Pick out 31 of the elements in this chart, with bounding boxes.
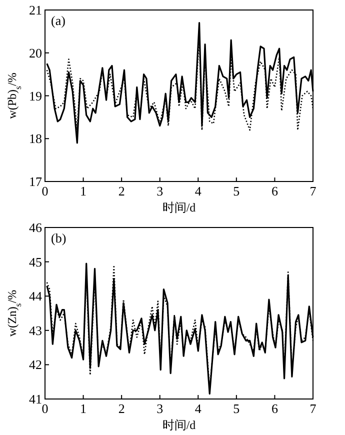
y-tick-label: 44 xyxy=(29,288,42,304)
x-tick-label: 7 xyxy=(310,184,317,198)
y-tick-label: 19 xyxy=(29,88,42,104)
y-tick-label: 46 xyxy=(29,220,42,235)
x-tick-label: 2 xyxy=(118,184,125,198)
x-tick-label: 7 xyxy=(310,401,317,416)
y-tick-label: 45 xyxy=(29,254,42,270)
y-tick-label: 43 xyxy=(29,322,42,338)
y-tick-label: 21 xyxy=(29,2,42,18)
x-tick-label: 6 xyxy=(271,184,278,198)
x-tick-label: 4 xyxy=(194,184,202,198)
x-tick-label: 2 xyxy=(118,401,125,416)
x-tick-label: 3 xyxy=(156,401,164,416)
x-tick-label: 0 xyxy=(42,184,48,198)
x-axis-title: 时间/d xyxy=(162,418,196,432)
x-tick-label: 5 xyxy=(233,184,240,198)
y-tick-label: 18 xyxy=(29,131,42,146)
x-tick-label: 1 xyxy=(80,401,87,416)
y-tick-label: 42 xyxy=(29,357,42,372)
x-tick-label: 4 xyxy=(194,401,202,416)
x-tick-label: 1 xyxy=(80,184,87,198)
x-tick-label: 3 xyxy=(156,184,164,198)
annotation: (a) xyxy=(51,13,66,28)
x-tick-label: 0 xyxy=(42,401,48,416)
x-tick-label: 6 xyxy=(271,401,278,416)
y-tick-label: 41 xyxy=(29,392,42,406)
x-axis-title: 时间/d xyxy=(162,200,196,214)
annotation: (b) xyxy=(51,230,66,246)
y-tick-label: 20 xyxy=(29,45,42,60)
y-tick-label: 17 xyxy=(29,174,42,189)
x-tick-label: 5 xyxy=(233,401,240,416)
